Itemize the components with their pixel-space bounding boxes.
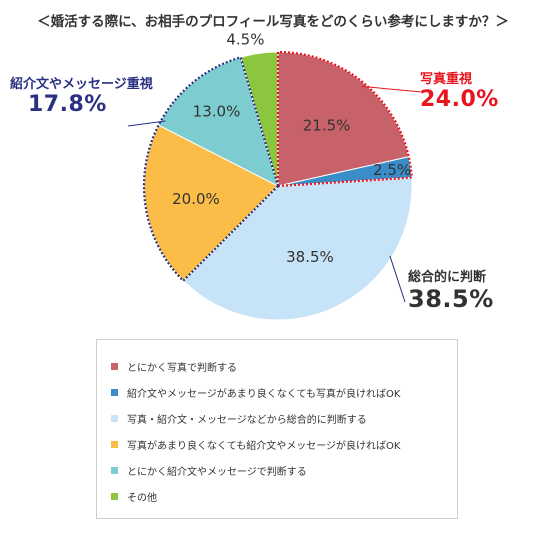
legend-label: とにかく紹介文やメッセージで判断する [127,466,307,478]
legend-item: とにかく写真で判断する [111,358,237,374]
chart-title: ＜婚活する際に、お相手のプロフィール写真をどのくらい参考にしますか？＞ [37,14,509,30]
legend-item: 写真・紹介文・メッセージなどから総合的に判断する [111,410,367,426]
callout-photo-focus: 写真重視 24.0% [420,68,499,112]
pie-chart: 21.5% 2.5% 38.5% 20.0% 13.0% 4.5% [127,30,423,321]
callout-overall-judgement-name: 総合的に判断 [408,270,487,285]
legend-label: その他 [127,492,157,504]
callout-photo-focus-pct: 24.0% [420,87,499,112]
callout-overall-judgement: 総合的に判断 38.5% [408,266,494,313]
legend-swatch [111,440,118,448]
legend-label: 写真・紹介文・メッセージなどから総合的に判断する [127,414,367,426]
callout-overall-judgement-pct: 38.5% [408,285,494,313]
callout-message-focus: 紹介文やメッセージ重視 17.8% [10,73,153,117]
legend-swatch [111,414,118,422]
legend-swatch [111,362,118,370]
callout-photo-focus-name: 写真重視 [420,72,473,87]
label-photo-ok: 2.5% [373,161,411,179]
slice-overall [182,177,413,321]
leader-line-photo [361,85,423,93]
group-outline-message [142,55,280,283]
legend-item: 写真があまり良くなくても紹介文やメッセージが良ければOK [111,436,400,452]
legend-label: とにかく写真で判断する [127,362,237,374]
callout-message-focus-pct: 17.8% [28,92,107,117]
callout-message-focus-name: 紹介文やメッセージ重視 [10,77,153,92]
legend-swatch [111,388,118,396]
legend: とにかく写真で判断する 紹介文やメッセージがあまり良くなくても写真が良ければOK… [96,339,458,519]
legend-swatch [111,492,118,500]
legend-item: とにかく紹介文やメッセージで判断する [111,462,307,478]
label-message-ok: 20.0% [172,190,220,208]
legend-label: 写真があまり良くなくても紹介文やメッセージが良ければOK [127,440,401,452]
legend-item: 紹介文やメッセージがあまり良くなくても写真が良ければOK [111,384,400,400]
label-photo-only: 21.5% [303,116,351,134]
legend-item: その他 [111,488,157,504]
label-other: 4.5% [226,30,264,48]
label-overall: 38.5% [286,248,334,266]
legend-label: 紹介文やメッセージがあまり良くなくても写真が良ければOK [127,388,401,400]
leader-line-overall [389,255,406,303]
label-message-only: 13.0% [193,103,241,121]
leader-line-message [127,120,166,127]
legend-swatch [111,466,118,474]
